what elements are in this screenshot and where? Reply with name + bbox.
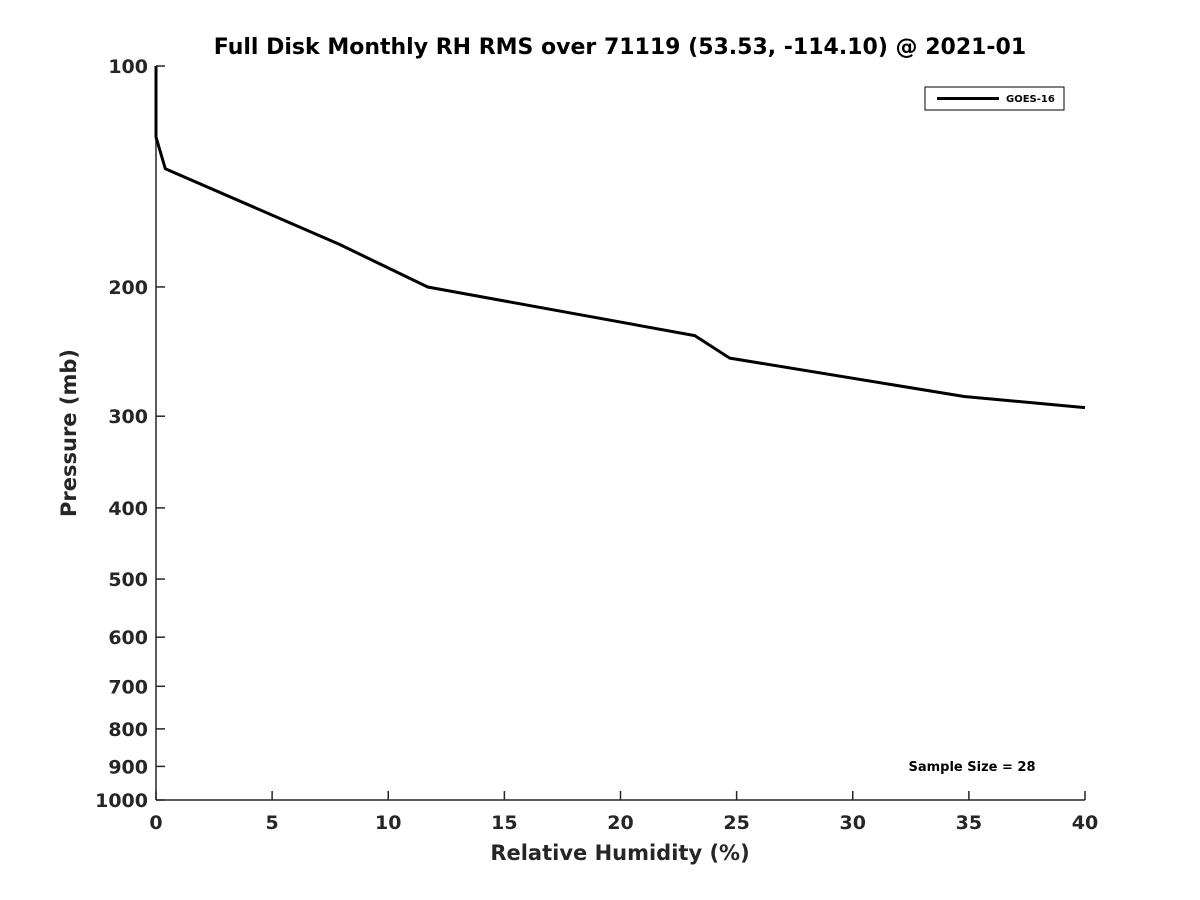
x-tick-label: 0 bbox=[149, 812, 162, 834]
chart-title: Full Disk Monthly RH RMS over 71119 (53.… bbox=[214, 35, 1026, 60]
axis-ticks: 0 5 10 15 20 25 30 35 40 100 200 300 400 500 600 700 800… bbox=[95, 56, 1098, 834]
x-tick-label: 25 bbox=[723, 812, 749, 834]
y-tick-label: 500 bbox=[108, 569, 148, 591]
y-tick-label: 600 bbox=[108, 627, 148, 649]
y-tick-label: 100 bbox=[108, 56, 148, 78]
series-line-goes-16 bbox=[154, 66, 1086, 410]
y-tick-label: 700 bbox=[108, 676, 148, 698]
x-tick-label: 5 bbox=[266, 812, 279, 834]
y-tick-label: 200 bbox=[108, 277, 148, 299]
y-axis-label: Pressure (mb) bbox=[57, 349, 81, 517]
x-tick-label: 30 bbox=[840, 812, 866, 834]
y-tick-label: 300 bbox=[108, 406, 148, 428]
x-tick-label: 15 bbox=[491, 812, 517, 834]
x-axis-label: Relative Humidity (%) bbox=[490, 841, 749, 865]
y-tick-label: 400 bbox=[108, 498, 148, 520]
x-tick-label: 40 bbox=[1072, 812, 1098, 834]
x-tick-label: 35 bbox=[956, 812, 982, 834]
y-tick-label: 900 bbox=[108, 756, 148, 778]
legend: GOES-16 bbox=[924, 86, 1065, 111]
sample-size-annotation: Sample Size = 28 bbox=[908, 760, 1035, 775]
y-tick-label: 1000 bbox=[95, 790, 148, 812]
x-tick-label: 10 bbox=[375, 812, 401, 834]
y-tick-label: 800 bbox=[108, 719, 148, 741]
x-tick-label: 20 bbox=[607, 812, 633, 834]
data-series bbox=[154, 66, 1086, 410]
legend-label-goes-16: GOES-16 bbox=[1006, 94, 1055, 105]
